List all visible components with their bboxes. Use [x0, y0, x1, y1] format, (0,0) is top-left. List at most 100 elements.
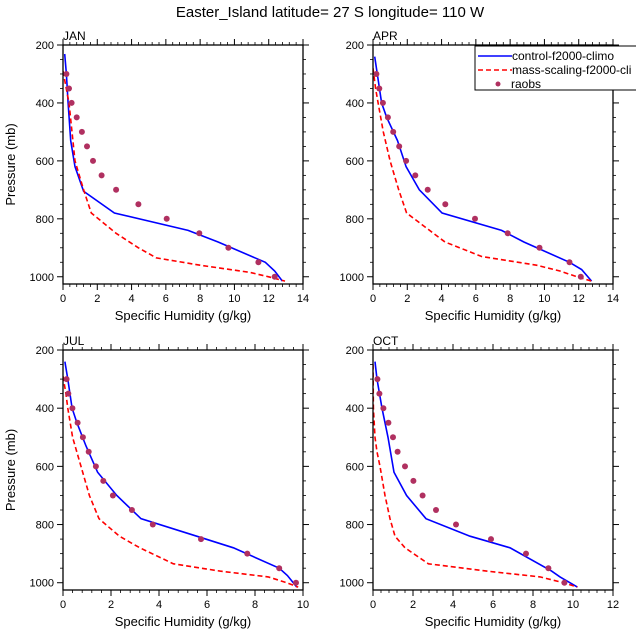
y-tick-label: 400	[36, 98, 54, 110]
plot-frame	[372, 44, 614, 285]
y-tick-label: 600	[36, 461, 54, 473]
panel-label: APR	[373, 29, 398, 43]
series-line-control	[63, 53, 284, 282]
raobs-point	[100, 477, 107, 484]
y-tick-label: 800	[346, 214, 364, 226]
raobs-point	[380, 405, 387, 412]
panel-apr: APR 0 2 4 6 8 10 12 14 200 400 600 800 1000 Specific H…	[340, 29, 620, 323]
x-tick-label: 8	[252, 599, 258, 611]
raobs-point	[276, 565, 283, 572]
series-line-mass-scaling	[63, 70, 286, 282]
series-line-control	[374, 361, 578, 588]
x-tick-label: 6	[490, 599, 496, 611]
y-axis-label: Pressure (mb)	[3, 429, 18, 511]
raobs-point	[73, 114, 80, 121]
raobs-point	[523, 550, 529, 557]
raobs-point	[419, 492, 426, 499]
legend-box	[474, 45, 636, 91]
x-axis-label: Specific Humidity (g/kg)	[115, 308, 252, 323]
figure-title: Easter_Island latitude= 27 S longitude= …	[176, 4, 485, 21]
panel-jan: JAN 0 2 4 6 8 10 12 14 200 400 600 800 1000 Specific H…	[3, 29, 309, 323]
raobs-point	[196, 230, 203, 237]
panel-label: JUL	[63, 334, 85, 348]
raobs-point	[376, 85, 383, 92]
y-tick-label: 800	[346, 520, 364, 532]
x-tick-label: 0	[370, 293, 376, 305]
raobs-point	[561, 579, 568, 586]
raobs-point	[92, 463, 99, 470]
y-tick-label: 200	[36, 40, 54, 52]
legend-swatch-raobs	[495, 81, 501, 87]
panel-jul: JUL 0 2 4 6 8 10 200 400 600 800 1000 Specific Humid…	[3, 334, 309, 629]
panel-oct: OCT 0 2 4 6 8 10 12 200 400 600 800 1000 Specific Hum…	[340, 334, 620, 629]
y-tick-label: 600	[36, 156, 54, 168]
raobs-point	[293, 579, 299, 586]
raobs-point	[79, 434, 86, 441]
series-line-mass-scaling	[63, 376, 299, 588]
raobs-point	[78, 128, 85, 135]
x-tick-label: 12	[607, 599, 619, 611]
x-tick-label: 0	[370, 599, 376, 611]
y-tick-label: 200	[36, 345, 54, 357]
raobs-point	[149, 521, 156, 528]
legend-label: control-f2000-climo	[512, 49, 614, 63]
x-tick-label: 14	[297, 293, 309, 305]
raobs-point	[84, 143, 90, 150]
raobs-point	[109, 492, 116, 499]
raobs-point	[225, 244, 232, 251]
raobs-point	[113, 186, 120, 193]
x-tick-label: 10	[538, 293, 550, 305]
raobs-point	[65, 390, 72, 397]
y-tick-label: 200	[346, 345, 364, 357]
x-axis-label: Specific Humidity (g/kg)	[425, 614, 562, 629]
plot-area	[63, 361, 299, 588]
series-line-mass-scaling	[373, 364, 578, 588]
raobs-point	[410, 477, 417, 484]
y-tick-label: 400	[36, 403, 54, 415]
raobs-point	[373, 71, 380, 77]
x-tick-label: 2	[108, 599, 114, 611]
y-tick-label: 1000	[30, 578, 54, 590]
x-tick-label: 8	[507, 293, 513, 305]
legend-label: raobs	[511, 77, 541, 91]
x-tick-label: 6	[163, 293, 169, 305]
plot-area	[373, 56, 593, 282]
x-tick-label: 14	[607, 293, 619, 305]
x-tick-label: 0	[60, 293, 66, 305]
raobs-point	[98, 172, 105, 179]
x-tick-label: 10	[228, 293, 240, 305]
raobs-point	[385, 419, 392, 426]
raobs-point	[402, 463, 408, 470]
raobs-point	[504, 230, 511, 237]
raobs-point	[545, 565, 552, 572]
raobs-point	[90, 157, 96, 164]
y-tick-label: 1000	[340, 578, 364, 590]
raobs-point	[271, 273, 278, 280]
plot-frame	[62, 44, 304, 285]
raobs-point	[488, 536, 494, 543]
x-tick-label: 12	[573, 293, 585, 305]
y-tick-label: 600	[346, 156, 364, 168]
raobs-point	[255, 259, 262, 266]
legend-label: mass-scaling-f2000-cli	[512, 63, 631, 77]
y-tick-label: 400	[346, 403, 364, 415]
x-tick-label: 0	[60, 599, 66, 611]
plot-area	[63, 53, 286, 282]
x-tick-label: 4	[156, 599, 162, 611]
raobs-point	[403, 157, 410, 164]
raobs-point	[472, 215, 478, 222]
y-tick-label: 1000	[340, 272, 364, 284]
raobs-point	[536, 244, 543, 251]
y-tick-label: 800	[36, 214, 54, 226]
x-tick-label: 2	[94, 293, 100, 305]
panel-label: JAN	[63, 29, 86, 43]
raobs-point	[566, 259, 573, 266]
raobs-point	[390, 434, 396, 441]
raobs-point	[424, 186, 431, 193]
y-tick-label: 400	[346, 98, 364, 110]
x-tick-label: 8	[530, 599, 536, 611]
raobs-point	[394, 448, 401, 455]
raobs-point	[244, 550, 251, 557]
raobs-point	[66, 85, 72, 92]
plot-frame	[62, 349, 304, 591]
